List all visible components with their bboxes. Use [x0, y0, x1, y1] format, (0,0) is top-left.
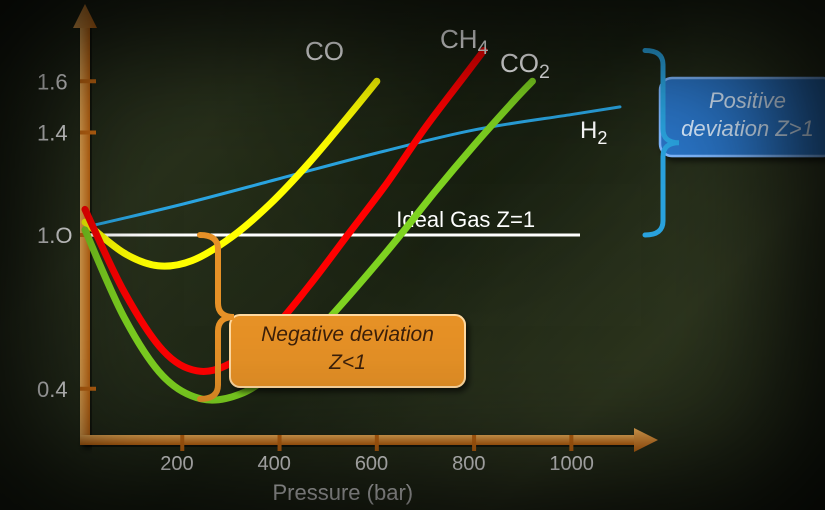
y-tick-label: 1.4: [37, 121, 68, 146]
x-tick-label: 600: [355, 453, 388, 475]
curve-H2: [85, 107, 620, 227]
y-tick-label: 1.6: [37, 69, 68, 94]
x-tick: [375, 435, 379, 451]
compressibility-chart: 0.4 1.O 1.4 1.6 200 400 600 800 1000 Pressure (ba…: [0, 0, 825, 510]
x-tick-label: 200: [160, 453, 193, 475]
y-tick: [80, 387, 96, 391]
x-axis-arrow: [634, 428, 658, 452]
y-tick: [80, 79, 96, 83]
label-H2: H2: [580, 117, 607, 148]
chart-container: 0.4 1.O 1.4 1.6 200 400 600 800 1000 Pressure (ba…: [0, 0, 825, 510]
positive-deviation-text: deviation Z>1: [681, 116, 814, 141]
x-axis: [80, 435, 640, 445]
x-tick-label: 400: [258, 453, 291, 475]
label-CH4: CH4: [440, 24, 489, 59]
y-tick-label: 0.4: [37, 377, 68, 402]
x-tick: [472, 435, 476, 451]
positive-deviation-text: Positive: [709, 88, 786, 113]
x-tick-label: 800: [452, 453, 485, 475]
y-axis-arrow: [73, 4, 97, 28]
negative-deviation-text: Negative deviation: [261, 323, 434, 346]
x-tick-label: 1000: [549, 453, 594, 475]
label-CO2: CO2: [500, 48, 550, 83]
label-CO: CO: [305, 36, 344, 66]
y-tick: [80, 131, 96, 135]
x-axis-title: Pressure (bar): [273, 480, 414, 505]
negative-deviation-text: Z<1: [328, 351, 366, 374]
y-tick-label: 1.O: [37, 223, 72, 248]
x-tick: [278, 435, 282, 451]
curve-CO: [85, 81, 377, 266]
x-tick: [180, 435, 184, 451]
x-tick: [569, 435, 573, 451]
